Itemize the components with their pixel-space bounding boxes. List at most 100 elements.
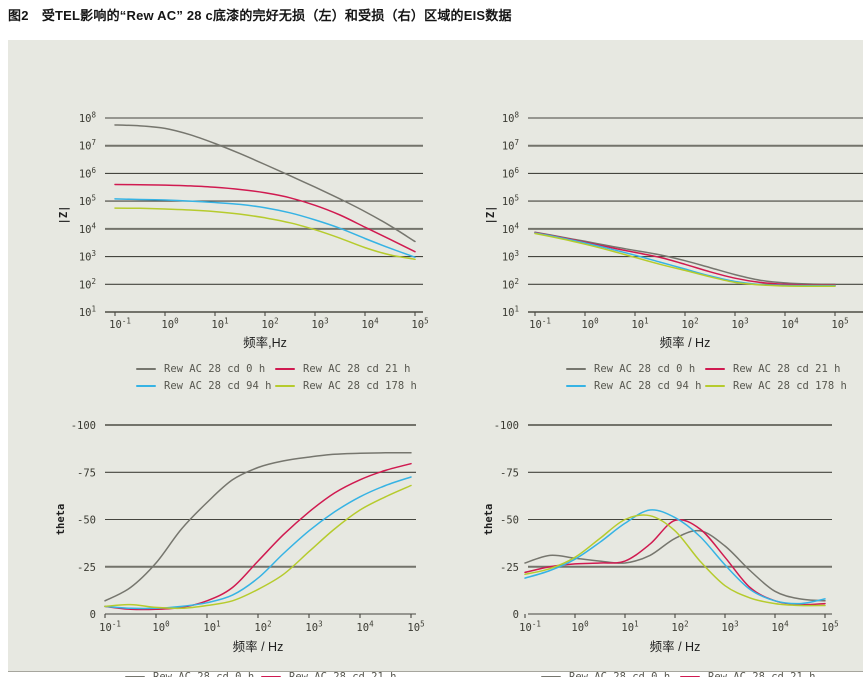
x-tick-label: 102 xyxy=(681,317,698,332)
y-tick-label: 103 xyxy=(502,249,519,263)
y-tick-label: -25 xyxy=(77,562,96,574)
y-axis-label: theta xyxy=(483,504,495,536)
figure-title: 图2 受TEL影响的“Rew AC” 28 c底漆的完好无损（左）和受损（右）区… xyxy=(8,8,512,23)
legend-swatch-red xyxy=(705,368,725,370)
curve-rew-ac-28-cd-178-h xyxy=(524,514,826,607)
y-tick-label: -50 xyxy=(500,515,519,527)
curve-rew-ac-28-cd-0-h xyxy=(104,452,412,602)
y-tick-label: -75 xyxy=(77,467,96,479)
legend-label: Rew AC 28 cd 0 h xyxy=(569,671,671,677)
y-tick-label: 107 xyxy=(502,138,519,153)
y-tick-label: -100 xyxy=(494,420,519,432)
bode-magnitude-chart-damaged: 108 107 106 105 104 103 102 101 10-1 100 101 102 103… xyxy=(485,111,863,350)
x-tick-label: 10-1 xyxy=(519,620,541,635)
legend-label: Rew AC 28 cd 21 h xyxy=(303,363,411,375)
legend-label: Rew AC 28 cd 0 h xyxy=(153,671,255,677)
legend-item: Rew AC 28 cd 94 h xyxy=(566,380,705,392)
y-tick-label: 101 xyxy=(502,305,519,320)
x-axis-label: 频率 / Hz xyxy=(660,335,711,350)
legend-swatch-red xyxy=(275,368,295,370)
x-tick-label: 104 xyxy=(361,317,379,332)
legend-item: Rew AC 28 cd 21 h xyxy=(275,363,417,375)
y-tick-label: 102 xyxy=(79,277,96,292)
x-tick-label: 10-1 xyxy=(99,620,121,635)
x-tick-label: 104 xyxy=(771,620,789,635)
y-tick-label: 104 xyxy=(502,221,520,236)
x-tick-label: 101 xyxy=(621,620,638,635)
y-tick-label: 101 xyxy=(79,305,96,320)
y-tick-label: -75 xyxy=(500,467,519,479)
bode-magnitude-chart-intact: 108 107 106 105 104 103 102 101 10-1 100 101 102 103… xyxy=(58,111,429,351)
legend-label: Rew AC 28 cd 21 h xyxy=(708,671,816,677)
x-tick-label: 103 xyxy=(305,620,322,635)
y-tick-label: 106 xyxy=(502,166,520,181)
curve-rew-ac-28-cd-94-h xyxy=(114,198,416,258)
curve-rew-ac-28-cd-0-h xyxy=(534,231,836,286)
x-tick-label: 100 xyxy=(161,317,179,332)
x-tick-label: 105 xyxy=(411,317,428,332)
y-tick-label: 106 xyxy=(79,166,97,181)
legend-item: Rew AC 28 cd 0 h xyxy=(136,363,275,375)
legend-item: Rew AC 28 cd 0 h xyxy=(125,671,261,677)
legend-item: Rew AC 28 cd 21 h xyxy=(680,671,822,677)
legend-phase-intact: Rew AC 28 cd 0 h Rew AC 28 cd 21 h Rew A… xyxy=(125,671,403,677)
y-tick-label: 104 xyxy=(79,221,97,236)
x-tick-label: 100 xyxy=(571,620,589,635)
legend-item: Rew AC 28 cd 0 h xyxy=(566,363,705,375)
x-axis-label: 频率,Hz xyxy=(243,335,287,350)
y-tick-label: 103 xyxy=(79,249,96,263)
y-axis-label: |Z| xyxy=(485,206,497,225)
x-tick-label: 105 xyxy=(821,620,838,635)
curve-rew-ac-28-cd-21-h xyxy=(104,462,412,611)
legend-swatch-gray xyxy=(136,368,156,370)
x-axis-label: 频率 / Hz xyxy=(650,639,701,654)
y-tick-label: -25 xyxy=(500,562,519,574)
x-tick-label: 104 xyxy=(356,620,374,635)
phase-chart-damaged: -100 -75 -50 -25 010-1 100 101 102 103 104 105 频率 /… xyxy=(483,420,839,654)
x-tick-label: 100 xyxy=(152,620,170,635)
y-tick-label: 105 xyxy=(502,194,519,209)
legend-label: Rew AC 28 cd 178 h xyxy=(733,380,847,392)
legend-swatch-gray xyxy=(566,368,586,370)
x-tick-label: 100 xyxy=(581,317,599,332)
y-tick-label: 102 xyxy=(502,277,519,292)
curve-rew-ac-28-cd-178-h xyxy=(534,232,836,287)
curve-rew-ac-28-cd-0-h xyxy=(114,124,416,243)
x-tick-label: 102 xyxy=(254,620,271,635)
figure-panel: 108 107 106 105 104 103 102 101 10-1 100 101 102 103… xyxy=(8,40,863,677)
legend-label: Rew AC 28 cd 178 h xyxy=(303,380,417,392)
curve-rew-ac-28-cd-94-h xyxy=(524,509,826,605)
x-tick-label: 102 xyxy=(671,620,688,635)
legend-item: Rew AC 28 cd 21 h xyxy=(261,671,403,677)
legend-swatch-blue xyxy=(566,385,586,387)
curve-rew-ac-28-cd-0-h xyxy=(524,529,826,602)
y-tick-label: -100 xyxy=(71,420,96,432)
legend-item: Rew AC 28 cd 94 h xyxy=(136,380,275,392)
x-tick-label: 103 xyxy=(311,317,328,332)
y-axis-label: theta xyxy=(55,504,67,536)
y-axis-label: |Z| xyxy=(58,206,70,225)
y-tick-label: -50 xyxy=(77,515,96,527)
legend-magnitude-damaged: Rew AC 28 cd 0 h Rew AC 28 cd 21 h Rew A… xyxy=(566,363,847,392)
legend-item: Rew AC 28 cd 178 h xyxy=(705,380,847,392)
y-tick-label: 105 xyxy=(79,194,96,209)
y-tick-label: 107 xyxy=(79,138,96,153)
curve-rew-ac-28-cd-94-h xyxy=(104,476,412,610)
legend-label: Rew AC 28 cd 21 h xyxy=(289,671,397,677)
legend-item: Rew AC 28 cd 178 h xyxy=(275,380,417,392)
legend-label: Rew AC 28 cd 0 h xyxy=(594,363,696,375)
x-tick-label: 102 xyxy=(261,317,278,332)
legend-swatch-green xyxy=(275,385,295,387)
legend-label: Rew AC 28 cd 0 h xyxy=(164,363,266,375)
x-tick-label: 101 xyxy=(211,317,228,332)
x-tick-label: 10-1 xyxy=(529,317,551,332)
y-tick-label: 108 xyxy=(79,111,97,126)
legend-item: Rew AC 28 cd 21 h xyxy=(705,363,847,375)
legend-label: Rew AC 28 cd 94 h xyxy=(594,380,702,392)
x-tick-label: 104 xyxy=(781,317,799,332)
curve-rew-ac-28-cd-21-h xyxy=(534,231,836,286)
x-tick-label: 10-1 xyxy=(109,317,131,332)
x-tick-label: 103 xyxy=(731,317,748,332)
legend-swatch-green xyxy=(705,385,725,387)
x-tick-label: 105 xyxy=(831,317,848,332)
